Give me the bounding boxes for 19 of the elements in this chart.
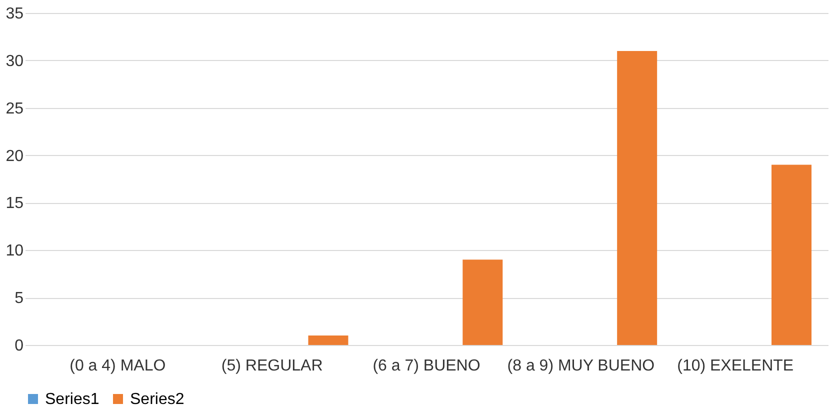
x-tick-label: (6 a 7) BUENO [372,358,480,374]
legend-label: Series2 [130,391,184,408]
bar [308,336,348,345]
y-tick-label: 5 [14,290,24,308]
y-tick-label: 0 [14,338,24,354]
bar [617,50,658,345]
x-tick-label: (5) REGULAR [221,358,323,374]
y-tick-label: 35 [6,6,24,22]
y-tick-label: 20 [6,148,24,165]
y-tick-label: 30 [6,52,24,70]
y-tick-label: 10 [6,242,24,260]
x-tick-label: (8 a 9) MUY BUENO [507,358,655,374]
bar [462,260,503,345]
bar [772,164,812,345]
y-tick-label: 25 [6,100,24,118]
legend-label: Series1 [45,391,100,408]
x-tick-label: (10) EXELENTE [677,358,794,374]
x-tick-label: (0 a 4) MALO [70,358,166,374]
y-tick-label: 15 [6,195,24,212]
